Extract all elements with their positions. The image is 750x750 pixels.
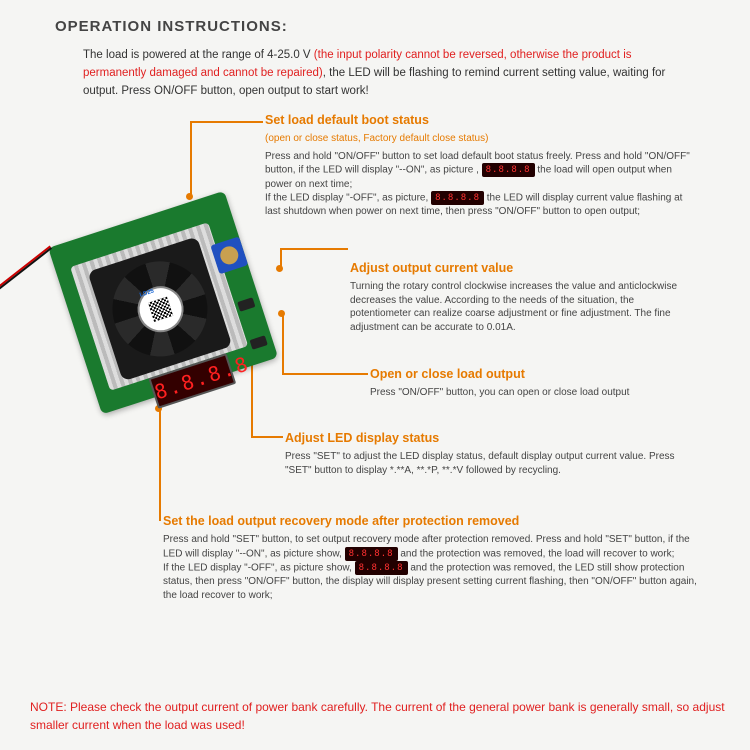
- callout-text: Press "ON/OFF" button, you can open or c…: [370, 386, 695, 400]
- led-badge-on: 8.8.8.8: [345, 547, 398, 561]
- callout-text: Turning the rotary control clockwise inc…: [350, 280, 690, 334]
- callout-text: If the LED display "-OFF", as picture sh…: [163, 561, 698, 602]
- callout-subheading: (open or close status, Factory default c…: [265, 132, 695, 146]
- callout-adjust-current: Adjust output current value Turning the …: [350, 260, 690, 334]
- led-badge-on: 8.8.8.8: [482, 163, 535, 177]
- product-label: LD25: [139, 289, 155, 299]
- callout-led-display: Adjust LED display status Press "SET" to…: [285, 430, 695, 477]
- wires: [0, 246, 52, 292]
- led-badge-off: 8.8.8.8: [431, 191, 484, 205]
- intro-paragraph: The load is powered at the range of 4-25…: [83, 47, 695, 100]
- callout-text: If the LED display "-OFF", as picture, 8…: [265, 191, 695, 219]
- fan-hub: LD25: [131, 280, 189, 338]
- callout-text: Press "SET" to adjust the LED display st…: [285, 450, 695, 477]
- text-run: If the LED display "-OFF", as picture sh…: [163, 563, 352, 574]
- callout-text: Press and hold "ON/OFF" button to set lo…: [265, 150, 695, 191]
- callout-recovery-mode: Set the load output recovery mode after …: [163, 513, 698, 602]
- leader-2: [280, 248, 348, 268]
- text-run: If the LED display "-OFF", as picture,: [265, 193, 428, 204]
- footer-note: NOTE: Please check the output current of…: [30, 699, 730, 734]
- led-badge-off: 8.8.8.8: [355, 561, 408, 575]
- callout-heading: Open or close load output: [370, 366, 695, 383]
- onoff-button: [237, 298, 255, 312]
- pcb-board: LD25 8.8.8.8: [48, 191, 278, 415]
- callout-heading: Set load default boot status: [265, 112, 695, 129]
- text-run: and the protection was removed, the load…: [400, 549, 674, 560]
- bullet-2: [276, 265, 283, 272]
- intro-pre: The load is powered at the range of 4-25…: [83, 49, 314, 61]
- callout-heading: Adjust output current value: [350, 260, 690, 277]
- content-area: LD25 8.8.8.8 Set load default boot statu…: [55, 118, 705, 678]
- page-title: OPERATION INSTRUCTIONS:: [55, 18, 705, 35]
- set-button: [250, 336, 268, 350]
- callout-open-close: Open or close load output Press "ON/OFF"…: [370, 366, 695, 399]
- qr-code-icon: [147, 297, 172, 322]
- callout-heading: Set the load output recovery mode after …: [163, 513, 698, 530]
- callout-boot-status: Set load default boot status (open or cl…: [265, 112, 695, 218]
- callout-heading: Adjust LED display status: [285, 430, 695, 447]
- callout-text: Press and hold "SET" button, to set outp…: [163, 533, 698, 561]
